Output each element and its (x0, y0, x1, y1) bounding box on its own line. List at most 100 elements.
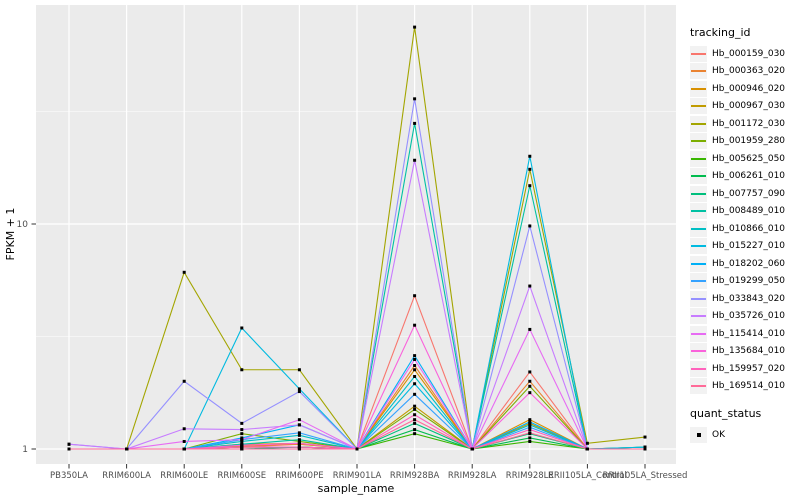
data-point (240, 326, 244, 330)
legend-key (690, 168, 707, 185)
legend-item-Hb_019299_050: Hb_019299_050 (690, 273, 800, 291)
legend-item-Hb_033843_020: Hb_033843_020 (690, 290, 800, 308)
data-point (297, 439, 301, 443)
legend-item-Hb_000159_030: Hb_000159_030 (690, 45, 800, 63)
data-point (413, 357, 417, 361)
legend-color-line-icon (691, 52, 706, 55)
data-point (413, 382, 417, 386)
data-point (413, 407, 417, 411)
data-point (182, 270, 186, 274)
legend-item-label: Hb_159957_020 (712, 363, 786, 374)
legend-color-line-icon (691, 210, 706, 213)
data-point (413, 354, 417, 358)
data-point (413, 375, 417, 379)
data-point (528, 423, 532, 427)
data-point (413, 364, 417, 368)
data-point (528, 384, 532, 388)
ok-point-icon (696, 432, 701, 437)
legend-item-label: Hb_035726_010 (712, 311, 786, 322)
data-point (643, 445, 647, 449)
x-axis-title: sample_name (318, 482, 395, 495)
legend-item-Hb_007757_090: Hb_007757_090 (690, 185, 800, 203)
data-point (470, 447, 474, 451)
data-point (297, 390, 301, 394)
legend-color-line-icon (691, 350, 706, 353)
data-point (413, 432, 417, 436)
y-tick-label: 10 (17, 220, 29, 230)
data-point (355, 447, 359, 451)
legend-key (690, 63, 707, 80)
data-point (240, 436, 244, 440)
data-point (67, 447, 71, 451)
legend-item-label: Hb_169514_010 (712, 381, 786, 392)
legend-item-label: Hb_005625_050 (712, 153, 786, 164)
legend-key (690, 133, 707, 150)
legend-item-label: Hb_006261_010 (712, 171, 786, 182)
legend-color-line-icon (691, 70, 706, 73)
legend-color-line-icon (691, 105, 706, 108)
legend-item-label: Hb_033843_020 (712, 293, 786, 304)
data-point (240, 421, 244, 425)
legend-key (690, 255, 707, 272)
data-point (240, 438, 244, 442)
data-point (413, 158, 417, 162)
legend-item-Hb_018202_060: Hb_018202_060 (690, 255, 800, 273)
legend-item-label: Hb_015227_010 (712, 241, 786, 252)
legend-color-line-icon (691, 262, 706, 265)
legend-color-line-icon (691, 140, 706, 143)
legend-item-label: Hb_000946_020 (712, 83, 786, 94)
data-point (528, 428, 532, 432)
data-point (585, 441, 589, 445)
legend-key (690, 150, 707, 167)
data-point (297, 447, 301, 451)
data-point (240, 432, 244, 436)
data-point (182, 427, 186, 431)
panel-background (36, 5, 676, 464)
data-point (528, 184, 532, 188)
legend-item-Hb_001959_280: Hb_001959_280 (690, 133, 800, 151)
data-point (297, 423, 301, 427)
data-point (643, 435, 647, 439)
legend-color-line-icon (691, 332, 706, 335)
legend-item-Hb_015227_010: Hb_015227_010 (690, 238, 800, 256)
data-point (413, 418, 417, 422)
legend-title-quant-status: quant_status (690, 407, 762, 420)
legend-key (690, 325, 707, 342)
legend-item-Hb_000967_030: Hb_000967_030 (690, 98, 800, 116)
legend-key (690, 185, 707, 202)
legend-item-Hb_000946_020: Hb_000946_020 (690, 80, 800, 98)
data-point (413, 421, 417, 425)
legend-color-line-icon (691, 87, 706, 90)
data-point (528, 420, 532, 424)
legend-item-Hb_035726_010: Hb_035726_010 (690, 308, 800, 326)
legend-color-line-icon (691, 315, 706, 318)
legend-color-line-icon (691, 280, 706, 283)
legend-item-label: OK (712, 429, 725, 440)
legend-item-Hb_001172_030: Hb_001172_030 (690, 115, 800, 133)
legend-item-Hb_115414_010: Hb_115414_010 (690, 325, 800, 343)
data-point (240, 445, 244, 449)
data-point (528, 167, 532, 171)
data-point (528, 418, 532, 422)
data-point (528, 370, 532, 374)
x-tick-label: RRII105LA_Control (548, 471, 627, 481)
data-point (413, 392, 417, 396)
legend-item-label: Hb_000159_030 (712, 48, 786, 59)
legend-item-Hb_006261_010: Hb_006261_010 (690, 168, 800, 186)
legend-item-Hb_008489_010: Hb_008489_010 (690, 203, 800, 221)
data-point (297, 438, 301, 442)
legend-key (690, 378, 707, 395)
legend-item-Hb_159957_020: Hb_159957_020 (690, 360, 800, 378)
data-point (528, 379, 532, 383)
data-point (413, 294, 417, 298)
legend-item-ok: OK (690, 426, 800, 444)
data-point (182, 447, 186, 451)
data-point (528, 425, 532, 429)
legend-key (690, 343, 707, 360)
data-point (182, 379, 186, 383)
data-point (413, 404, 417, 408)
legend-item-Hb_169514_010: Hb_169514_010 (690, 378, 800, 396)
legend-item-label: Hb_135684_010 (712, 346, 786, 357)
data-point (413, 428, 417, 432)
legend-item-Hb_010866_010: Hb_010866_010 (690, 220, 800, 238)
